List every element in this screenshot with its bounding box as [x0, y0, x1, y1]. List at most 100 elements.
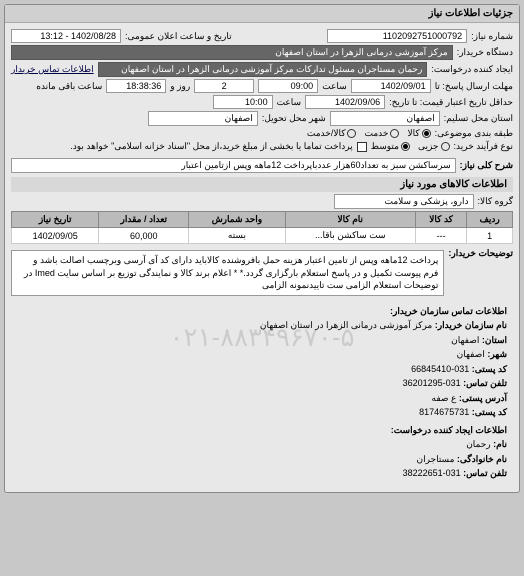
contact-addr: آدرس پستی: ع صفه	[17, 392, 507, 406]
req-header: اطلاعات ایجاد کننده درخواست:	[17, 424, 507, 438]
org-value: مرکز آموزشی درمانی الزهرا در استان اصفها…	[260, 320, 432, 330]
col-code: کد کالا	[415, 212, 466, 228]
province-field: اصفهان	[330, 111, 440, 126]
radio-gs-label: کالا/خدمت	[307, 128, 346, 139]
row-validity: حداقل تاریخ اعتبار قیمت: تا تاریخ: 1402/…	[11, 95, 513, 109]
reqno-field: 1102092751000792	[327, 29, 467, 43]
packaging-label: طبقه بندی موضوعی:	[435, 128, 513, 139]
buyer-notes-text: پرداخت 12ماهه وپس از تامین اعتبار هزینه …	[11, 250, 444, 296]
treasury-checkbox[interactable]	[357, 142, 367, 152]
row-buyer-notes: توضیحات خریدار: پرداخت 12ماهه وپس از تام…	[11, 248, 513, 296]
panel-title: جزئیات اطلاعات نیاز	[5, 5, 519, 23]
cell-qty: 60,000	[99, 228, 189, 244]
contact-city: شهر: اصفهان	[17, 348, 507, 362]
buyer-label: دستگاه خریدار:	[457, 47, 513, 58]
contact-reqphone: تلفن تماس: 031-38222651	[17, 467, 507, 481]
contact-org: نام سازمان خریدار: مرکز آموزشی درمانی ال…	[17, 319, 507, 333]
goods-section-title: اطلاعات کالاهای مورد نیاز	[11, 177, 513, 192]
resp-label: مهلت ارسال پاسخ: تا	[435, 81, 513, 92]
radio-icon	[422, 129, 431, 138]
goods-group-field: دارو، پزشکی و سلامت	[334, 194, 474, 209]
row-location: استان محل تسلیم: اصفهان شهر محل تحویل: ا…	[11, 111, 513, 126]
reqno-label: شماره نیاز:	[471, 31, 513, 42]
radio-icon	[390, 129, 399, 138]
pubdate-field: 1402/08/28 - 13:12	[11, 29, 121, 43]
cpobox-label: کد پستی:	[472, 407, 507, 417]
ccity-value: اصفهان	[457, 349, 485, 359]
cell-unit: بسته	[189, 228, 285, 244]
radio-medium[interactable]: متوسط	[371, 141, 410, 152]
goods-group-label: گروه کالا:	[478, 196, 513, 207]
col-qty: تعداد / مقدار	[99, 212, 189, 228]
time-label-2: ساعت	[277, 97, 302, 108]
caddr-label: آدرس پستی:	[459, 393, 507, 403]
cpostal-value: 031-66845410	[411, 364, 469, 374]
fname-label: نام:	[493, 439, 507, 449]
row-goods-group: گروه کالا: دارو، پزشکی و سلامت	[11, 194, 513, 209]
row-process: نوع فرآیند خرید: جزیی متوسط پرداخت تماما…	[11, 141, 513, 152]
radio-icon	[401, 142, 410, 151]
valid-time-field: 10:00	[213, 95, 273, 109]
contact-pobox: کد پستی: 8174675731	[17, 406, 507, 420]
resp-time-field: 09:00	[258, 79, 318, 93]
radio-goods-label: کالا	[407, 128, 419, 139]
radio-medium-label: متوسط	[371, 141, 399, 152]
col-unit: واحد شمارش	[189, 212, 285, 228]
contact-lname: نام خانوادگی: مستاجران	[17, 453, 507, 467]
resp-date-field: 1402/09/01	[351, 79, 431, 93]
province-label: استان محل تسلیم:	[444, 113, 513, 124]
row-requester: ایجاد کننده درخواست: رحمان مستاجران مسئو…	[11, 62, 513, 77]
table-header-row: ردیف کد کالا نام کالا واحد شمارش تعداد /…	[12, 212, 513, 228]
reqphone-value: 031-38222651	[403, 468, 461, 478]
cell-date: 1402/09/05	[12, 228, 99, 244]
contact-phone: تلفن تماس: 031-36201295	[17, 377, 507, 391]
radio-small-label: جزیی	[418, 141, 439, 152]
remain-time-field: 18:38:36	[106, 79, 166, 93]
time-label-1: ساعت	[322, 81, 347, 92]
city-field: اصفهان	[148, 111, 258, 126]
radio-icon	[347, 129, 356, 138]
packaging-radio-group: کالا خدمت کالا/خدمت	[307, 128, 431, 139]
pubdate-label: تاریخ و ساعت اعلان عمومی:	[125, 31, 323, 42]
cell-code: ---	[415, 228, 466, 244]
contact-province: استان: اصفهان	[17, 334, 507, 348]
contact-link[interactable]: اطلاعات تماس خریدار	[11, 64, 94, 75]
valid-date-field: 1402/09/06	[305, 95, 385, 109]
requester-label: ایجاد کننده درخواست:	[431, 64, 513, 75]
radio-icon	[441, 142, 450, 151]
requester-field: رحمان مستاجران مسئول تدارکات مرکز آموزشی…	[98, 62, 428, 77]
contact-postal: کد پستی: 031-66845410	[17, 363, 507, 377]
remain-label: ساعت باقی مانده	[36, 81, 102, 92]
process-note: پرداخت تماما یا بخشی از مبلغ خرید،از محل…	[70, 141, 352, 152]
radio-service[interactable]: خدمت	[364, 128, 399, 139]
row-response-deadline: مهلت ارسال پاسخ: تا 1402/09/01 ساعت 09:0…	[11, 79, 513, 93]
details-panel: جزئیات اطلاعات نیاز شماره نیاز: 11020927…	[4, 4, 520, 493]
lname-label: نام خانوادگی:	[457, 454, 507, 464]
col-name: نام کالا	[285, 212, 415, 228]
org-label: نام سازمان خریدار:	[435, 320, 507, 330]
remain-days-field: 2	[194, 79, 254, 93]
cprov-label: استان:	[482, 335, 507, 345]
fname-value: رحمان	[466, 439, 490, 449]
panel-body: شماره نیاز: 1102092751000792 تاریخ و ساع…	[5, 23, 519, 492]
reqphone-label: تلفن تماس:	[463, 468, 507, 478]
goods-table: ردیف کد کالا نام کالا واحد شمارش تعداد /…	[11, 211, 513, 244]
radio-goods-service[interactable]: کالا/خدمت	[307, 128, 357, 139]
valid-label: حداقل تاریخ اعتبار قیمت: تا تاریخ:	[389, 97, 513, 108]
contact-fname: نام: رحمان	[17, 438, 507, 452]
row-need: شرح کلی نیاز: سرساکشن سبز به تعداد60هزار…	[11, 158, 513, 173]
row-reqno: شماره نیاز: 1102092751000792 تاریخ و ساع…	[11, 29, 513, 43]
col-row: ردیف	[467, 212, 513, 228]
cpobox-value: 8174675731	[419, 407, 469, 417]
buyer-field: مرکز آموزشی درمانی الزهرا در استان اصفها…	[11, 45, 453, 60]
need-field: سرساکشن سبز به تعداد60هزار عددباپرداخت 1…	[11, 158, 456, 173]
row-buyer: دستگاه خریدار: مرکز آموزشی درمانی الزهرا…	[11, 45, 513, 60]
cprov-value: اصفهان	[451, 335, 479, 345]
col-date: تاریخ نیاز	[12, 212, 99, 228]
table-row: 1 --- ست ساکشن باقا... بسته 60,000 1402/…	[12, 228, 513, 244]
cell-name: ست ساکشن باقا...	[285, 228, 415, 244]
caddr-value: ع صفه	[432, 393, 457, 403]
radio-goods[interactable]: کالا	[407, 128, 430, 139]
radio-small[interactable]: جزیی	[418, 141, 450, 152]
cell-row: 1	[467, 228, 513, 244]
